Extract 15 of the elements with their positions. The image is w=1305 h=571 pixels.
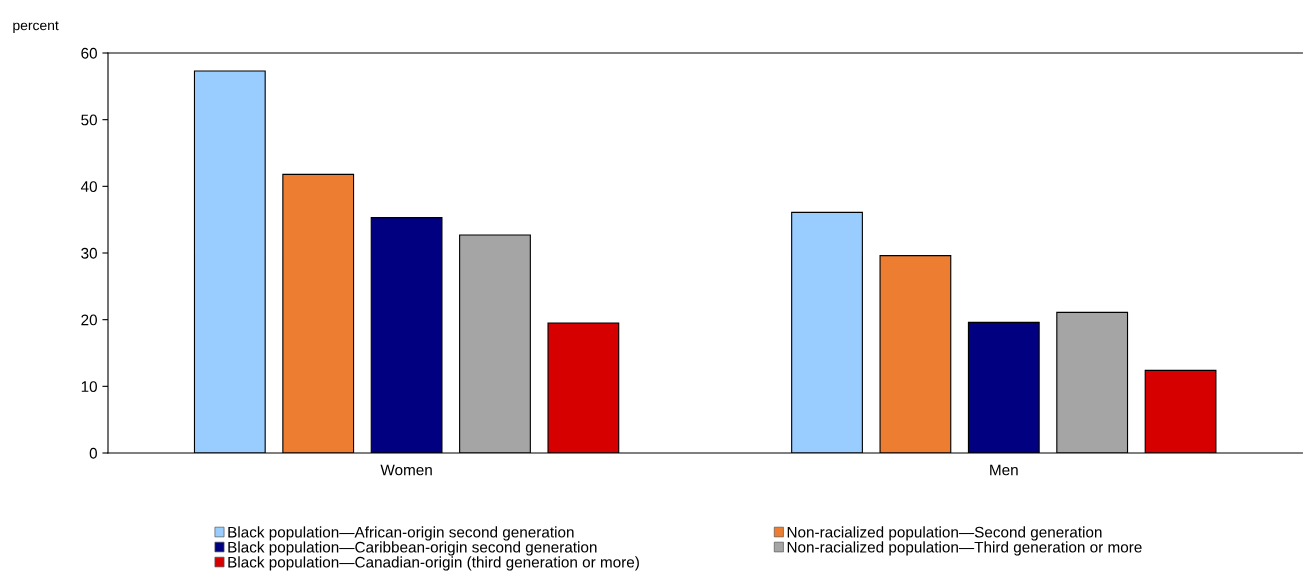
x-tick-label: Men	[990, 464, 1018, 476]
y-tick-label: 60	[81, 47, 97, 59]
legend-label: Black population—African-origin second generation	[228, 526, 574, 541]
y-tick-label: 10	[81, 381, 97, 393]
x-tick-label: Women	[380, 464, 432, 476]
y-tick-label: 20	[81, 314, 97, 326]
y-axis-title: percent	[13, 21, 59, 33]
y-tick-label: 30	[81, 247, 97, 259]
legend-label: Non-racialized population—Second generation	[787, 526, 1102, 541]
y-tick-label: 50	[81, 114, 97, 126]
y-tick-label: 40	[80, 181, 97, 193]
legend-label: Black population—Canadian-origin (third generation or more)	[228, 556, 639, 571]
legend-label: Black population—Caribbean-origin second generation	[228, 541, 597, 556]
y-tick-label: 0	[89, 447, 97, 459]
legend-label: Non-racialized population—Third generation or more	[787, 541, 1142, 556]
